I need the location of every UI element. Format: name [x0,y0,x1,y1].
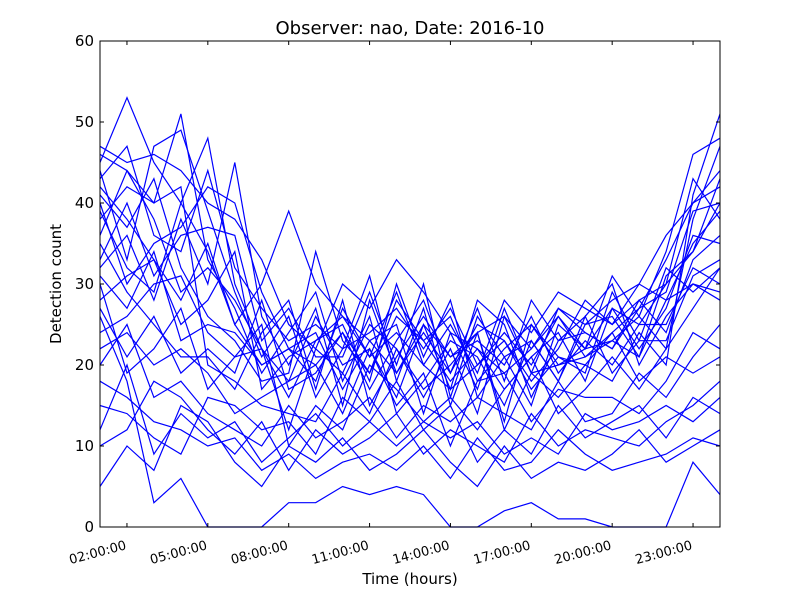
y-tick-label: 0 [84,518,94,536]
x-axis-label: Time (hours) [361,570,457,588]
series-line-9 [99,275,721,432]
series-line-14 [99,404,721,488]
series-line-18 [99,243,721,408]
series-layer [99,96,721,528]
series-line-26 [99,178,721,416]
y-tick-label: 60 [75,32,94,50]
y-tick-label: 50 [75,113,94,131]
chart-title: Observer: nao, Date: 2016-10 [276,18,545,39]
series-line-5 [99,129,721,424]
series-line-24 [99,380,721,480]
series-line-23 [99,201,721,400]
series-line-19 [99,331,721,448]
y-tick-label: 10 [75,437,94,455]
series-line-22 [99,137,721,367]
y-tick-label: 20 [75,356,94,374]
y-tick-label: 40 [75,194,94,212]
y-tick-label: 30 [75,275,94,293]
series-line-20 [99,380,721,464]
y-axis-label: Detection count [47,224,65,344]
series-line-21 [99,298,721,391]
series-line-27 [99,363,721,464]
series-line-7 [99,162,721,408]
series-line-25 [99,201,721,399]
